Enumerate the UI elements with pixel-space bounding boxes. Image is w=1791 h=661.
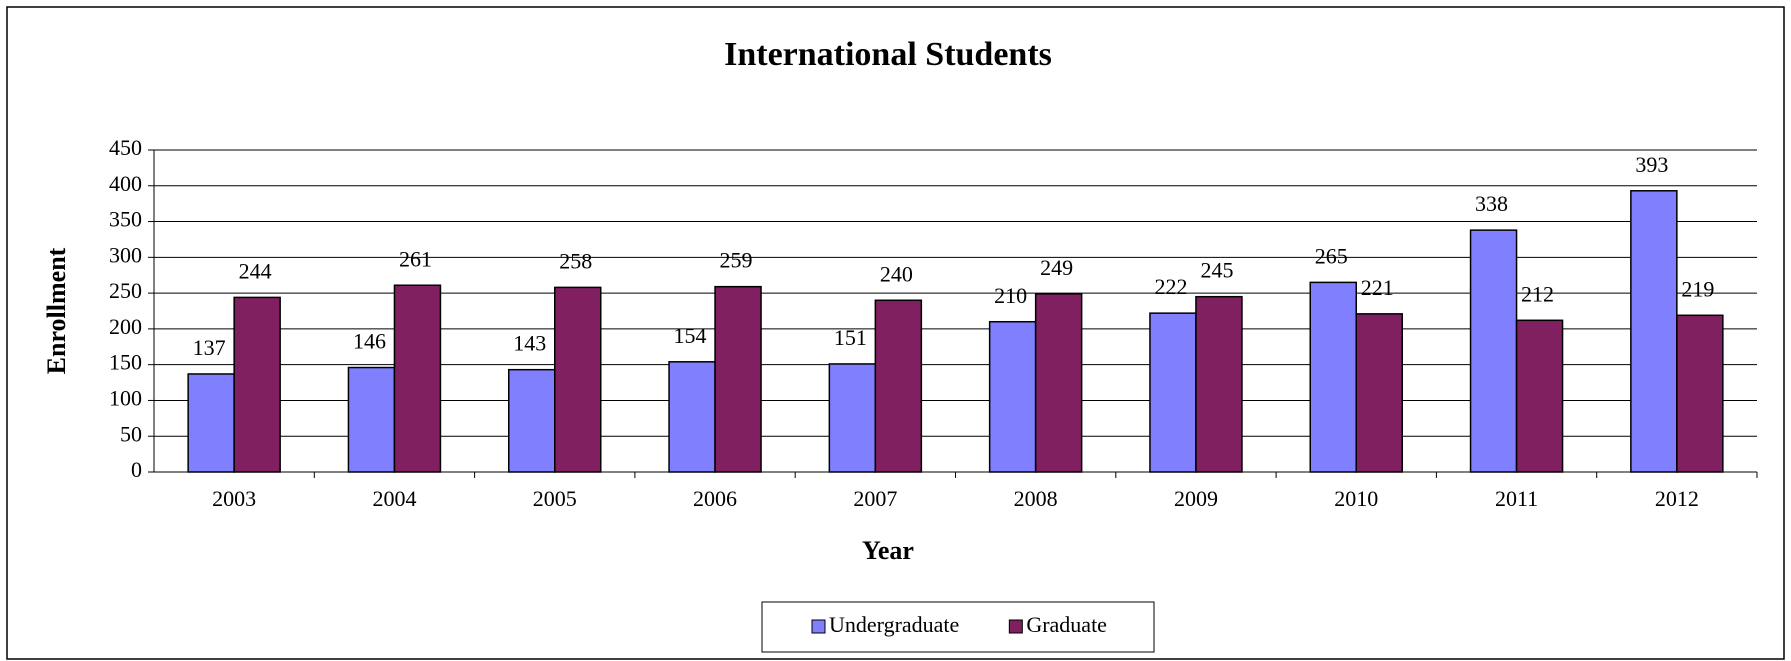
x-tick-label: 2007 [853,486,897,511]
y-tick-label: 50 [120,421,142,446]
data-label: 221 [1361,275,1394,300]
bar [988,320,1037,473]
bar [874,299,923,473]
bar [668,361,716,473]
bar [1195,295,1243,473]
data-label: 143 [513,331,546,356]
chart-title: International Students [724,36,1052,73]
x-tick-label: 2004 [372,486,416,511]
legend-label: Graduate [1026,612,1107,637]
bar [187,373,235,473]
data-label: 258 [559,248,592,273]
legend-swatch [811,619,826,634]
y-tick-label: 300 [109,242,142,267]
bar [393,284,442,473]
data-label: 265 [1315,243,1348,268]
bar [1515,319,1564,473]
data-label: 137 [193,335,226,360]
x-tick-label: 2006 [693,486,737,511]
x-axis-title: Year [862,536,914,565]
bar [554,286,602,473]
data-label: 249 [1040,255,1073,280]
x-tick-label: 2012 [1655,486,1699,511]
legend-label: Undergraduate [829,612,959,637]
bar [508,368,556,473]
data-label: 244 [239,258,272,283]
data-label: 259 [720,248,753,273]
bar [1355,313,1403,473]
x-tick-label: 2005 [533,486,577,511]
legend-swatch [1008,619,1023,634]
data-label: 240 [880,261,913,286]
bar [1676,314,1724,473]
data-label: 245 [1200,258,1233,283]
data-label: 338 [1475,191,1508,216]
bar [1034,293,1083,473]
x-tick-label: 2009 [1174,486,1218,511]
bar [714,285,762,473]
data-label: 261 [399,246,432,271]
y-tick-label: 150 [109,350,142,375]
data-label: 146 [353,329,386,354]
x-tick-label: 2008 [1014,486,1058,511]
data-label: 222 [1154,274,1187,299]
y-tick-label: 200 [109,314,142,339]
data-label: 210 [994,283,1027,308]
legend-box [761,601,1155,653]
x-tick-label: 2003 [212,486,256,511]
bar [233,296,281,473]
y-axis-title: Enrollment [42,247,71,374]
y-tick-label: 250 [109,278,142,303]
bar [1469,229,1518,473]
bar [1149,312,1197,473]
y-tick-label: 450 [109,135,142,160]
x-tick-label: 2011 [1495,486,1538,511]
data-label: 151 [834,325,867,350]
y-tick-label: 350 [109,207,142,232]
data-label: 219 [1681,276,1714,301]
data-label: 393 [1635,152,1668,177]
bar [347,366,396,473]
bar [1309,281,1357,473]
data-label: 154 [674,323,707,348]
bar [1630,190,1678,473]
x-tick-label: 2010 [1334,486,1378,511]
data-label: 212 [1521,281,1554,306]
y-tick-label: 100 [109,385,142,410]
bar [828,363,877,473]
y-tick-label: 0 [131,457,142,482]
y-tick-label: 400 [109,171,142,196]
